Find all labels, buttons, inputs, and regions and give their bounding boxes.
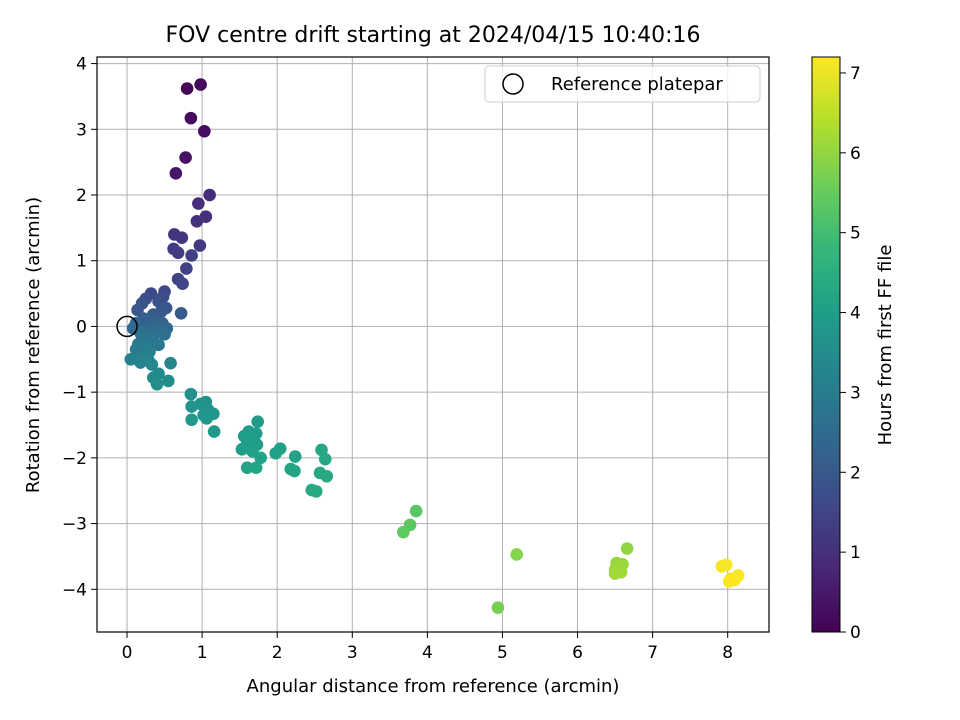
scatter-point <box>608 567 622 580</box>
scatter-point <box>124 352 138 366</box>
scatter-point <box>162 374 175 388</box>
scatter-point <box>194 78 207 91</box>
scatter-point <box>152 338 165 352</box>
scatter-point <box>190 214 204 228</box>
scatter-point <box>731 569 745 582</box>
scatter-points <box>124 78 745 614</box>
scatter-point <box>254 451 267 465</box>
x-tick-label: 8 <box>722 643 733 663</box>
scatter-point <box>269 446 282 460</box>
scatter-point <box>719 558 733 572</box>
y-tick-label: −4 <box>62 580 87 600</box>
y-axis-ticks: −4 −3 −2 −1 0 1 2 3 4 <box>62 55 97 600</box>
legend-box <box>484 65 761 103</box>
scatter-point <box>169 167 183 180</box>
scatter-point <box>185 413 198 427</box>
colorbar-tick-label: 1 <box>850 543 861 563</box>
scatter-point <box>180 82 194 95</box>
colorbar-ticks: 0 1 2 3 4 5 6 7 <box>840 64 861 643</box>
colorbar-tick-label: 7 <box>850 64 861 84</box>
scatter-point <box>174 306 188 320</box>
scatter-point <box>203 188 216 202</box>
colorbar-tick-label: 5 <box>850 224 861 244</box>
legend-reference-marker <box>502 73 524 95</box>
colorbar-tick-label: 6 <box>850 144 861 164</box>
scatter-point <box>134 356 147 369</box>
y-tick-label: −1 <box>62 383 87 403</box>
scatter-point <box>185 249 198 262</box>
colorbar: 0 1 2 3 4 5 6 7 Hours from first FF file <box>811 56 896 643</box>
scatter-point <box>207 425 221 438</box>
scatter-point <box>240 461 254 475</box>
x-tick-label: 0 <box>122 643 133 663</box>
colorbar-tick-label: 4 <box>850 304 861 324</box>
y-tick-label: 4 <box>76 55 87 75</box>
scatter-point <box>200 412 213 425</box>
scatter-point <box>145 358 159 371</box>
colorbar-tick-label: 2 <box>850 463 861 483</box>
grid <box>97 57 769 632</box>
y-tick-label: −2 <box>62 449 87 469</box>
scatter-point <box>320 469 334 483</box>
x-tick-label: 7 <box>647 643 658 663</box>
x-axis-ticks: 0 1 2 3 4 5 6 7 8 <box>122 632 733 663</box>
scatter-point <box>184 387 198 401</box>
legend-label: Reference platepar <box>551 74 723 95</box>
colorbar-tick-label: 0 <box>850 623 861 643</box>
legend: Reference platepar <box>484 65 761 103</box>
scatter-point <box>397 525 410 539</box>
scatter-point <box>179 151 192 164</box>
reference-marker <box>116 315 138 338</box>
scatter-point <box>620 542 634 555</box>
scatter-point <box>318 452 332 466</box>
scatter-point <box>176 277 189 291</box>
x-tick-label: 3 <box>347 643 358 663</box>
scatter-point <box>193 239 207 252</box>
reference-platepar-point <box>116 315 138 338</box>
y-tick-label: 3 <box>76 120 87 140</box>
colorbar-label: Hours from first FF file <box>875 245 896 446</box>
scatter-point <box>158 328 171 341</box>
scatter-point <box>409 504 423 518</box>
x-tick-label: 4 <box>422 643 433 663</box>
plot-frame <box>96 56 770 633</box>
scatter-point <box>164 356 177 370</box>
scatter-point <box>288 450 302 463</box>
scatter-point <box>175 231 189 245</box>
y-axis-label: Rotation from reference (arcmin) <box>23 197 44 493</box>
scatter-point <box>150 377 164 391</box>
scatter-point <box>510 548 524 561</box>
scatter-point <box>171 246 185 260</box>
scatter-point <box>185 400 198 413</box>
x-tick-label: 1 <box>197 643 208 663</box>
x-tick-label: 6 <box>572 643 583 663</box>
colorbar-tick-label: 3 <box>850 383 861 403</box>
scatter-point <box>722 575 736 588</box>
scatter-point <box>251 415 264 429</box>
colorbar-gradient <box>811 56 841 633</box>
y-tick-label: −3 <box>62 515 87 535</box>
x-tick-label: 5 <box>497 643 508 663</box>
y-tick-label: 1 <box>76 252 87 272</box>
y-tick-label: 0 <box>76 317 87 337</box>
scatter-point <box>192 197 205 210</box>
x-axis-label: Angular distance from reference (arcmin) <box>247 676 620 697</box>
y-tick-label: 2 <box>76 186 87 206</box>
scatter-point <box>491 601 505 614</box>
scatter-point <box>235 443 249 456</box>
scatter-point <box>309 485 323 498</box>
scatter-point <box>288 464 301 478</box>
scatter-point <box>198 124 211 138</box>
scatter-point <box>249 461 263 475</box>
chart-title: FOV centre drift starting at 2024/04/15 … <box>166 23 701 48</box>
scatter-point <box>184 111 198 125</box>
scatter-point <box>180 262 193 275</box>
x-tick-label: 2 <box>272 643 283 663</box>
